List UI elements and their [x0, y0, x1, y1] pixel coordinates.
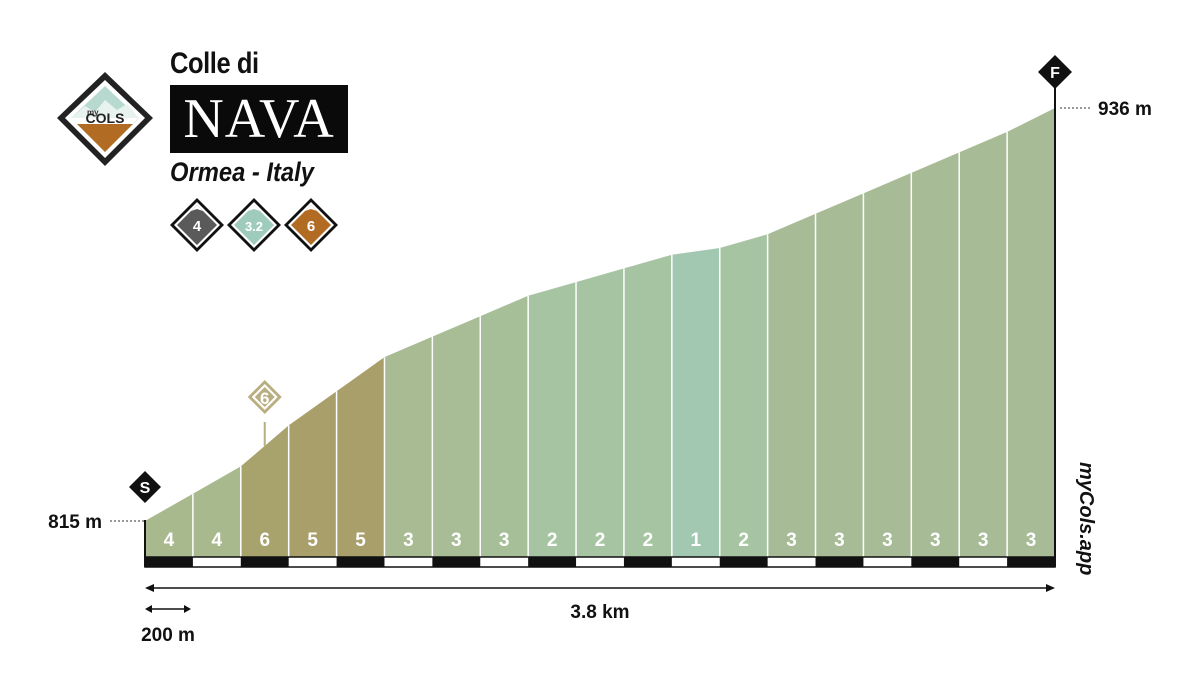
rating-badge: 4 [170, 198, 224, 252]
profile-segment: 3 [1006, 108, 1055, 557]
rating-value: 6 [307, 218, 315, 235]
segment-gradient-label: 5 [307, 530, 318, 551]
total-distance-label: 3.8 km [570, 602, 629, 623]
climb-title: NAVA [183, 88, 335, 150]
rating-value: 4 [193, 218, 202, 235]
segment-gradient-label: 3 [930, 530, 941, 551]
finish-marker-label: F [1050, 65, 1060, 82]
profile-segment: 2 [527, 282, 577, 557]
segment-gradient-label: 2 [643, 530, 654, 551]
finish-marker: F [1038, 55, 1072, 89]
profile-segment: 5 [335, 357, 385, 557]
scale-bar-tick [432, 557, 481, 567]
segment-gradient-label: 2 [738, 530, 749, 551]
logo-text-small: my [87, 108, 99, 117]
segment-gradient-label: 4 [164, 530, 175, 551]
profile-segment: 3 [479, 295, 529, 557]
profile-segment: 4 [192, 466, 241, 557]
segment-gradient-label: 3 [403, 530, 414, 551]
segment-gradient-label: 2 [547, 530, 558, 551]
scale-bar-tick [623, 557, 672, 567]
start-marker-label: S [140, 480, 151, 497]
end-elevation-label: 936 m [1098, 99, 1152, 120]
profile-segment: 6 [240, 425, 289, 557]
scale-bar-tick [719, 557, 768, 567]
segment-gradient-label: 5 [355, 530, 366, 551]
mycols-logo: my COLS [57, 72, 153, 166]
segment-gradient-label: 3 [882, 530, 893, 551]
segment-length-arrow [145, 605, 191, 613]
logo-text-big: COLS [86, 110, 125, 126]
climb-title-box: NAVA [170, 85, 348, 153]
difficulty-ratings: 4 3.2 6 [170, 198, 338, 252]
profile-segment: 2 [623, 254, 672, 557]
max-gradient-marker: 6 [247, 380, 282, 446]
profile-segment: 3 [766, 213, 816, 557]
profile-segment: 3 [862, 172, 912, 557]
profile-segment: 5 [287, 391, 337, 557]
scale-bar-tick [240, 557, 289, 567]
segment-gradient-label: 4 [212, 530, 223, 551]
total-distance-arrow [145, 584, 1055, 592]
watermark: myCols.app [1075, 462, 1097, 575]
profile-segment: 1 [671, 247, 720, 558]
profile-segment: 3 [814, 193, 864, 558]
segment-gradient-label: 1 [691, 530, 702, 551]
profile-segment: 3 [431, 316, 481, 557]
scale-bar-tick [911, 557, 960, 567]
segment-gradient-label: 3 [834, 530, 845, 551]
rating-badge: 6 [284, 198, 338, 252]
start-elevation-label: 815 m [48, 512, 102, 533]
max-gradient-label: 6 [260, 389, 269, 408]
rating-value: 3.2 [245, 219, 263, 234]
segment-gradient-label: 2 [595, 530, 606, 551]
profile-annotations: S F 815 m 936 m myCols.app 6 3.8 km [48, 55, 1152, 646]
segment-gradient-label: 6 [259, 530, 270, 551]
rating-badge: 3.2 [227, 198, 281, 252]
profile-segment: 3 [910, 152, 960, 558]
climb-header: my COLS Colle di NAVA Ormea - Italy 4 3.2… [55, 45, 375, 255]
scale-bar-tick [528, 557, 577, 567]
start-marker: S [129, 471, 161, 503]
profile-segment: 2 [718, 234, 768, 558]
segment-gradient-label: 3 [451, 530, 462, 551]
segment-gradient-label: 3 [786, 530, 797, 551]
segment-gradient-label: 3 [1026, 530, 1037, 551]
profile-segment: 2 [575, 268, 624, 557]
profile-segment: 3 [383, 336, 433, 557]
profile-segment: 3 [958, 131, 1008, 557]
segment-gradient-label: 3 [499, 530, 510, 551]
profile-segment: 4 [145, 493, 193, 557]
climb-location: Ormea - Italy [170, 157, 314, 187]
scale-bar-tick [1007, 557, 1055, 567]
scale-bar-tick [145, 557, 193, 567]
distance-scale-bar [144, 556, 1056, 568]
segment-gradient-label: 3 [978, 530, 989, 551]
climb-title-prefix: Colle di [170, 47, 259, 80]
scale-bar-tick [815, 557, 864, 567]
scale-bar-tick [336, 557, 385, 567]
profile-segments: 4 4 6 5 5 3 3 3 2 2 2 1 2 3 3 3 3 3 3 [145, 108, 1055, 558]
segment-length-label: 200 m [141, 625, 195, 646]
